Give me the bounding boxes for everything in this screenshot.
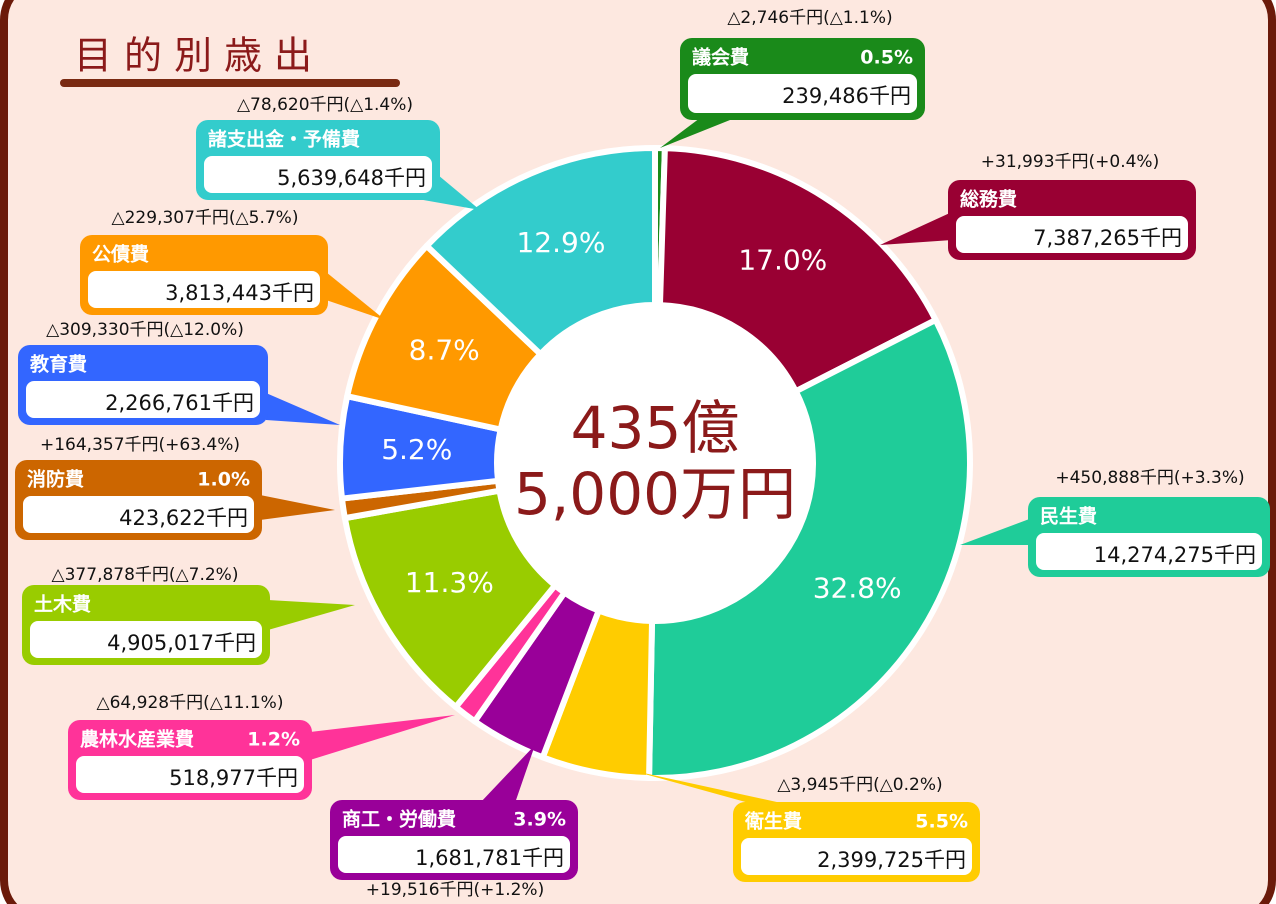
- amount-label: 423,622千円: [119, 506, 248, 530]
- center-total: 5,000万円: [514, 460, 796, 528]
- callout-pointer: [660, 118, 735, 148]
- callout-inner: [688, 74, 917, 113]
- change-label: +164,357千円(+63.4%): [40, 435, 240, 455]
- callout-inner: [741, 838, 972, 875]
- callout-inner: [204, 156, 432, 193]
- percent-label: 12.9%: [516, 226, 605, 259]
- amount-label: 1,681,781千円: [415, 846, 564, 870]
- category-label: 総務費: [960, 188, 1017, 211]
- callout-pointer: [480, 745, 535, 803]
- percent-label: 17.0%: [738, 244, 827, 277]
- change-label: △377,878千円(△7.2%): [52, 565, 239, 585]
- change-label: △2,746千円(△1.1%): [727, 8, 892, 28]
- percent-label: 32.8%: [813, 572, 902, 605]
- category-label: 教育費: [30, 353, 87, 376]
- amount-label: 518,977千円: [169, 766, 298, 790]
- category-label: 諸支出金・予備費: [208, 128, 360, 151]
- callout-inner: [956, 216, 1188, 253]
- change-label: △309,330千円(△12.0%): [46, 320, 244, 340]
- percent-label: 3.9%: [513, 809, 566, 831]
- chart-title: 目的別歳出: [74, 34, 324, 78]
- callout-pointer: [260, 495, 335, 520]
- callout-inner: [30, 621, 262, 658]
- percent-label: 11.3%: [405, 566, 494, 599]
- callout-pointer: [268, 600, 355, 630]
- callout-pointer: [326, 272, 385, 320]
- percent-label: 5.5%: [915, 811, 968, 833]
- change-label: +450,888千円(+3.3%): [1055, 468, 1244, 488]
- amount-label: 2,266,761千円: [105, 391, 254, 415]
- callout-inner: [76, 756, 304, 793]
- donut-hole: [497, 305, 813, 621]
- change-label: △78,620千円(△1.4%): [237, 95, 413, 115]
- amount-label: 7,387,265千円: [1033, 226, 1182, 250]
- amount-label: 4,905,017千円: [107, 631, 256, 655]
- amount-label: 2,399,725千円: [817, 848, 966, 872]
- category-label: 公債費: [92, 243, 149, 266]
- category-label: 議会費: [692, 46, 749, 69]
- change-label: △229,307千円(△5.7%): [112, 208, 299, 228]
- amount-label: 5,639,648千円: [277, 166, 426, 190]
- callout-inner: [88, 271, 320, 308]
- percent-label: 8.7%: [409, 333, 480, 366]
- category-label: 民生費: [1040, 505, 1097, 528]
- amount-label: 14,274,275千円: [1094, 543, 1256, 567]
- callout-pointer: [880, 212, 952, 245]
- change-label: +19,516千円(+1.2%): [366, 880, 544, 900]
- category-label: 商工・労働費: [342, 808, 456, 831]
- callout-inner: [26, 381, 260, 418]
- percent-label: 5.2%: [381, 433, 452, 466]
- amount-label: 239,486千円: [782, 84, 911, 108]
- callout-pointer: [630, 770, 795, 806]
- category-label: 農林水産業費: [80, 728, 194, 751]
- callout-pointer: [266, 393, 340, 425]
- percent-label: 1.0%: [197, 469, 250, 491]
- callout-inner: [1036, 533, 1262, 570]
- center-total: 435億: [571, 394, 740, 462]
- change-label: △64,928千円(△11.1%): [97, 693, 284, 713]
- change-label: △3,945千円(△0.2%): [777, 775, 942, 795]
- category-label: 土木費: [34, 593, 91, 616]
- callout-inner: [23, 496, 254, 533]
- category-label: 衛生費: [744, 810, 802, 833]
- category-label: 消防費: [27, 468, 84, 491]
- change-label: +31,993千円(+0.4%): [981, 152, 1159, 172]
- amount-label: 3,813,443千円: [165, 281, 314, 305]
- percent-label: 1.2%: [247, 729, 300, 751]
- percent-label: 0.5%: [860, 47, 913, 69]
- title-underline: [60, 79, 400, 87]
- callout-pointer: [310, 715, 455, 760]
- callout-pointer: [960, 518, 1032, 545]
- callout-inner: [338, 836, 570, 873]
